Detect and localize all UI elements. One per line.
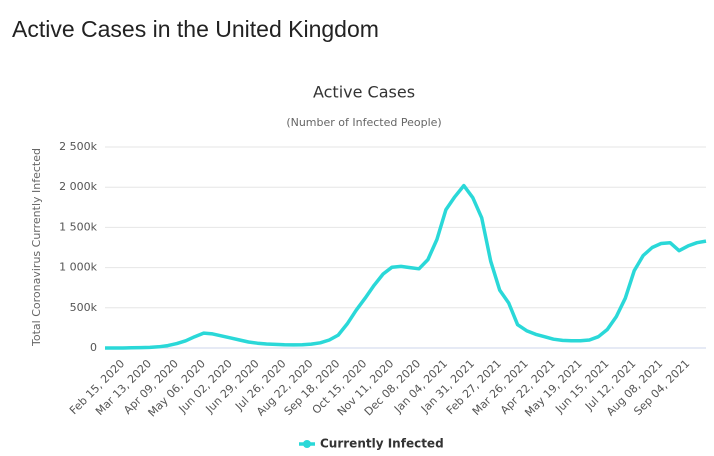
y-tick-label: 2 500k [59, 140, 97, 153]
chart-subtitle: (Number of Infected People) [286, 116, 441, 129]
y-tick-label: 0 [90, 341, 97, 354]
y-tick-label: 1 500k [59, 220, 97, 233]
y-axis-label: Total Coronavirus Currently Infected [30, 148, 43, 347]
y-tick-label: 500k [70, 301, 98, 314]
chart-title: Active Cases [313, 83, 415, 102]
y-tick-label: 2 000k [59, 180, 97, 193]
legend-label: Currently Infected [320, 437, 444, 451]
legend-marker [303, 440, 311, 448]
page-title: Active Cases in the United Kingdom [12, 16, 379, 42]
data-line [105, 183, 707, 350]
y-tick-label: 1 000k [59, 261, 97, 274]
